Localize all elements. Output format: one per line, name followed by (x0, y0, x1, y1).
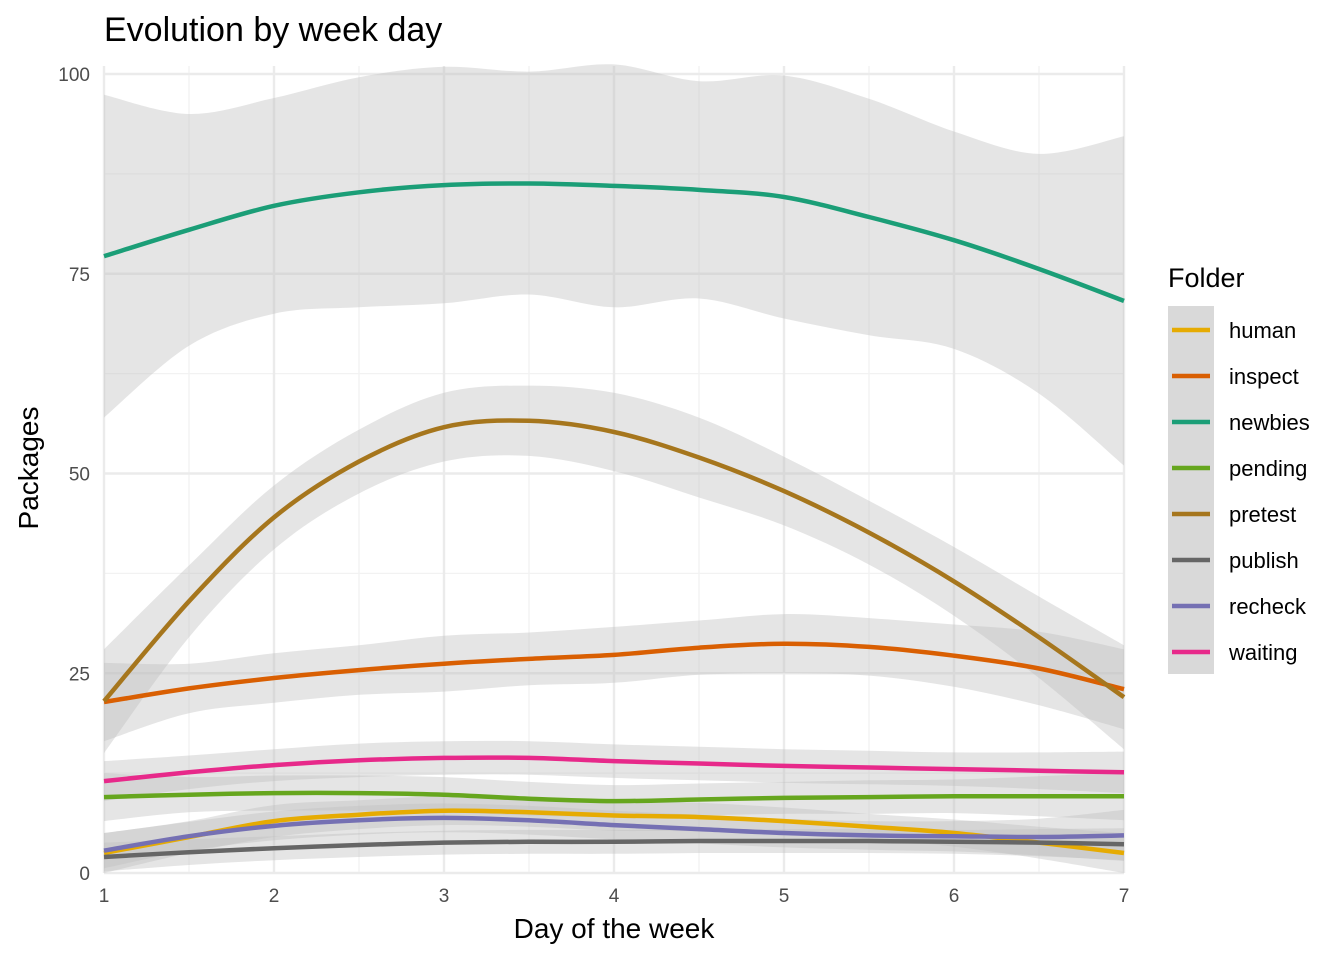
legend-key-background (1168, 306, 1214, 674)
y-tick-label: 100 (58, 65, 90, 86)
y-axis-title: Packages (13, 407, 44, 530)
x-tick-label: 7 (1119, 886, 1130, 907)
x-tick-label: 6 (949, 886, 960, 907)
grid (102, 66, 1126, 875)
band-pretest (104, 385, 1124, 754)
y-tick-label: 25 (69, 664, 90, 685)
legend-label-human: human (1229, 318, 1296, 343)
y-tick-label: 75 (69, 265, 90, 286)
series-line-newbies (103, 181, 1125, 304)
chart-title: Evolution by week day (104, 11, 442, 49)
y-tick-label: 50 (69, 465, 90, 486)
series-line-waiting (103, 755, 1125, 784)
series-line-inspect (103, 641, 1125, 705)
legend-label-waiting: waiting (1228, 640, 1297, 665)
legend: Folder human inspect newbies pending pretest… (1168, 263, 1310, 674)
x-tick-label: 4 (609, 886, 620, 907)
legend-items: human inspect newbies pending pretest publish… (1172, 318, 1310, 665)
legend-label-recheck: recheck (1229, 594, 1307, 619)
legend-label-newbies: newbies (1229, 410, 1310, 435)
series-line-pending (103, 790, 1124, 804)
legend-label-pretest: pretest (1229, 502, 1296, 527)
x-tick-label: 3 (439, 886, 450, 907)
tick-labels: 1 2 3 4 5 6 7 0 25 50 75 100 (58, 65, 1129, 907)
x-tick-label: 5 (779, 886, 790, 907)
series-line-human (103, 808, 1125, 856)
legend-label-publish: publish (1229, 548, 1299, 573)
x-tick-label: 2 (269, 886, 280, 907)
band-newbies (104, 64, 1124, 466)
series-line-pretest (102, 418, 1126, 703)
band-waiting (104, 740, 1124, 802)
legend-label-inspect: inspect (1229, 364, 1299, 389)
x-axis-title: Day of the week (514, 913, 716, 944)
band-pending (104, 772, 1124, 822)
legend-label-pending: pending (1229, 456, 1307, 481)
legend-title: Folder (1168, 263, 1245, 293)
y-tick-label: 0 (79, 864, 90, 885)
series-lines (102, 181, 1126, 860)
series-line-publish (103, 838, 1125, 860)
x-tick-label: 1 (99, 886, 110, 907)
series-line-recheck (103, 815, 1125, 853)
